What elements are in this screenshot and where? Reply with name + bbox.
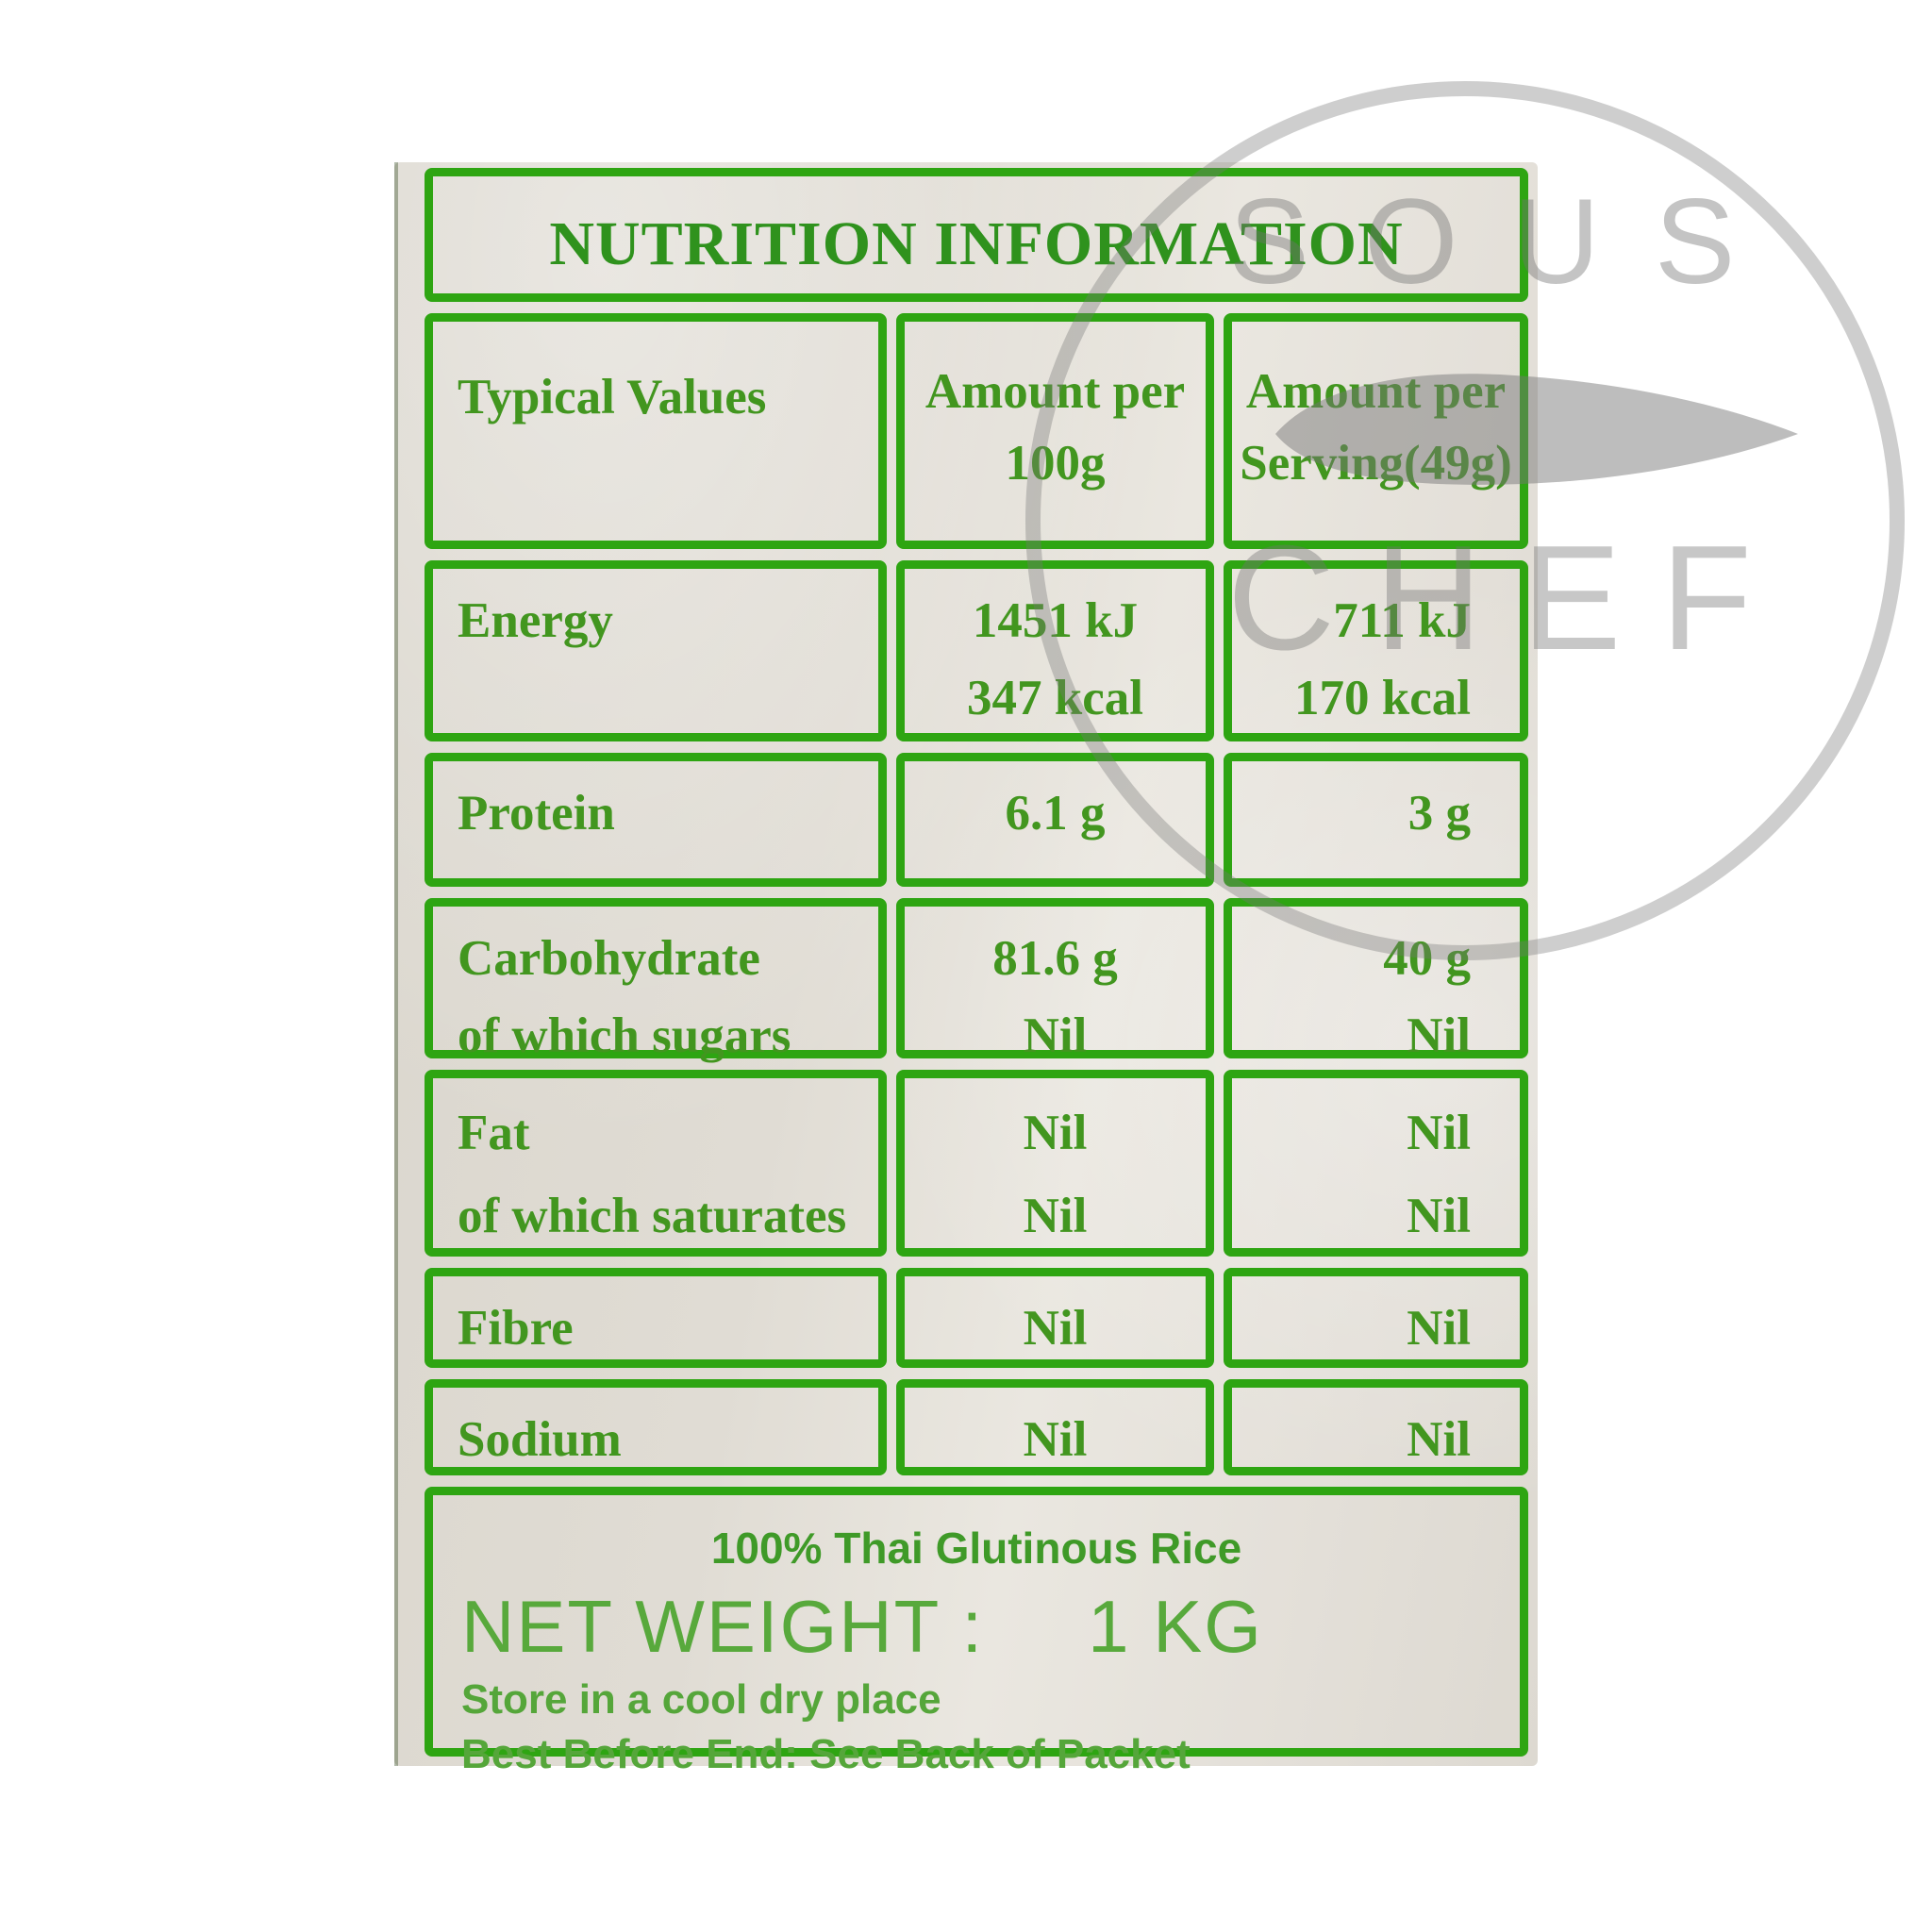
fat-label: Fat [458, 1106, 530, 1160]
protein-label-cell: Protein [425, 753, 887, 887]
energy-serving-cell: 711 kJ 170 kcal [1224, 560, 1528, 741]
packet-edge-line [394, 162, 398, 1766]
row-energy: Energy 1451 kJ 347 kcal 711 kJ 170 kcal [425, 560, 1528, 741]
title-row: NUTRITION INFORMATION [425, 168, 1528, 302]
row-fibre: Fibre Nil Nil [425, 1268, 1528, 1368]
sodium-per100-value: Nil [1023, 1412, 1088, 1467]
fibre-per100-cell: Nil [896, 1268, 1214, 1368]
header-col2-line2: 100g [1005, 436, 1106, 491]
carbohydrate-label-cell: Carbohydrate of which sugars [425, 898, 887, 1063]
title-cell: NUTRITION INFORMATION [425, 168, 1528, 302]
fat-serving-cell: Nil Nil [1224, 1070, 1528, 1257]
saturates-label: of which saturates [458, 1189, 847, 1243]
sugars-serving-value: Nil [1407, 1008, 1471, 1063]
row-carbohydrate: Carbohydrate of which sugars 81.6 g Nil … [425, 898, 1528, 1063]
row-sodium: Sodium Nil Nil [425, 1379, 1528, 1475]
energy-label-cell: Energy [425, 560, 887, 741]
header-col2-line1: Amount per [924, 364, 1186, 419]
sodium-per100-cell: Nil [896, 1379, 1214, 1475]
carbohydrate-label: Carbohydrate [458, 931, 760, 986]
best-before-note: Best Before End: See Back of Packet [461, 1731, 1191, 1777]
page-title: NUTRITION INFORMATION [549, 209, 1404, 278]
saturates-serving-value: Nil [1407, 1189, 1471, 1243]
carbohydrate-per100-value: 81.6 g [992, 931, 1118, 986]
fat-label-cell: Fat of which saturates [425, 1070, 887, 1257]
energy-per100-kcal: 347 kcal [967, 671, 1143, 725]
sodium-label: Sodium [458, 1412, 622, 1467]
protein-per100-cell: 6.1 g [896, 753, 1214, 887]
protein-per100-value: 6.1 g [1005, 786, 1106, 841]
footer-box: 100% Thai Glutinous Rice NET WEIGHT : 1 … [425, 1487, 1528, 1777]
fat-serving-value: Nil [1407, 1106, 1471, 1160]
sugars-per100-value: Nil [1023, 1008, 1088, 1063]
header-col3-line1: Amount per [1245, 364, 1507, 419]
energy-per100-kj: 1451 kJ [972, 593, 1139, 648]
storage-instructions: Store in a cool dry place [461, 1676, 941, 1723]
fibre-serving-cell: Nil [1224, 1268, 1528, 1368]
protein-serving-cell: 3 g [1224, 753, 1528, 887]
header-col1-label: Typical Values [458, 370, 767, 425]
net-weight-label: NET WEIGHT : [461, 1585, 985, 1668]
header-amount-per-serving: Amount per Serving(49g) [1224, 313, 1528, 549]
net-weight-line: NET WEIGHT : 1 KG [433, 1586, 1520, 1667]
sodium-label-cell: Sodium [425, 1379, 887, 1475]
fat-per100-value: Nil [1023, 1106, 1088, 1160]
sodium-serving-value: Nil [1407, 1412, 1471, 1467]
header-typical-values: Typical Values [425, 313, 887, 549]
carbohydrate-per100-cell: 81.6 g Nil [896, 898, 1214, 1063]
protein-serving-value: 3 g [1407, 786, 1471, 841]
fibre-per100-value: Nil [1023, 1301, 1088, 1356]
saturates-per100-value: Nil [1023, 1189, 1088, 1243]
header-row: Typical Values Amount per 100g Amount pe… [425, 313, 1528, 549]
fibre-label-cell: Fibre [425, 1268, 887, 1368]
carbohydrate-serving-value: 40 g [1383, 931, 1471, 986]
row-fat: Fat of which saturates Nil Nil Nil Nil [425, 1070, 1528, 1257]
nutrition-table: NUTRITION INFORMATION Typical Values Amo… [425, 168, 1528, 1777]
row-protein: Protein 6.1 g 3 g [425, 753, 1528, 887]
header-col3-line2: Serving(49g) [1240, 436, 1512, 491]
energy-per100-cell: 1451 kJ 347 kcal [896, 560, 1214, 741]
carbohydrate-serving-cell: 40 g Nil [1224, 898, 1528, 1063]
product-description: 100% Thai Glutinous Rice [710, 1524, 1242, 1573]
net-weight-value: 1 KG [1088, 1585, 1263, 1668]
energy-serving-kcal: 170 kcal [1294, 671, 1471, 725]
carbohydrate-sugars-label: of which sugars [458, 1008, 791, 1063]
energy-label: Energy [458, 593, 613, 648]
fibre-serving-value: Nil [1407, 1301, 1471, 1356]
sodium-serving-cell: Nil [1224, 1379, 1528, 1475]
energy-serving-kj: 711 kJ [1333, 593, 1471, 648]
header-amount-per-100g: Amount per 100g [896, 313, 1214, 549]
fibre-label: Fibre [458, 1301, 574, 1356]
protein-label: Protein [458, 786, 615, 841]
nutrition-label-photo: NUTRITION INFORMATION Typical Values Amo… [394, 162, 1538, 1777]
footer-row: 100% Thai Glutinous Rice NET WEIGHT : 1 … [425, 1487, 1528, 1777]
fat-per100-cell: Nil Nil [896, 1070, 1214, 1257]
